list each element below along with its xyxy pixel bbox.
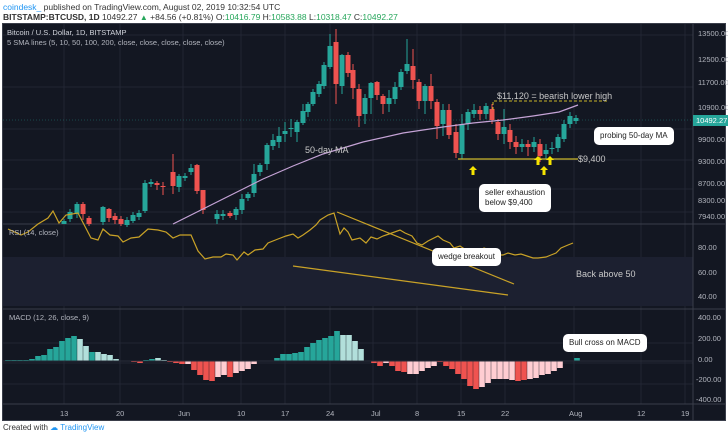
high-label: H: (262, 12, 272, 22)
bull-cross-callout: Bull cross on MACD (563, 334, 647, 352)
publish-text: published on TradingView.com, August 02,… (43, 2, 281, 12)
footer: Created with ☁ TradingView (3, 423, 104, 432)
created-with-text: Created with (3, 423, 48, 432)
wedge-lower-line (292, 265, 509, 296)
up-arrow-icon: ▲ (139, 13, 148, 22)
macd-tick: -200.00 (696, 375, 722, 384)
price-tick: 13500.00 (698, 29, 728, 38)
time-tick: 15 (457, 409, 466, 418)
macd-tick: 0.00 (698, 355, 713, 364)
time-tick: 22 (501, 409, 510, 418)
price-tick: 12500.00 (698, 55, 728, 64)
lower-high-line (492, 100, 608, 110)
open-value: 10416.79 (224, 12, 261, 22)
ma-label: 50-day MA (305, 145, 349, 155)
time-tick: Jul (371, 409, 381, 418)
rsi-tick: 80.00 (698, 243, 717, 252)
time-tick: Aug (569, 409, 583, 418)
rsi-tick: 40.00 (698, 292, 717, 301)
price-tick: 7940.00 (698, 212, 726, 221)
rsi-pane-title[interactable]: RSI (14, close) (9, 228, 59, 237)
time-tick: 17 (281, 409, 290, 418)
rsi-band (3, 257, 693, 306)
arrow-icons (469, 156, 554, 175)
price-tick: 8300.00 (698, 196, 726, 205)
symbol: BITSTAMP:BTCUSD, 1D (3, 12, 100, 22)
time-tick: 20 (116, 409, 125, 418)
time-tick: 13 (60, 409, 69, 418)
close-label: C: (353, 12, 363, 22)
seller-exhaustion-callout: seller exhaustion below $9,400 (479, 184, 552, 212)
price-tick: 11700.00 (698, 78, 728, 87)
time-tick: 12 (637, 409, 646, 418)
wedge-upper-line (336, 211, 515, 285)
macd-tick: 200.00 (698, 334, 721, 343)
macd-tick: -400.00 (696, 395, 722, 404)
price-tick: 10900.00 (698, 103, 728, 112)
price-tick: 8700.00 (698, 179, 726, 188)
last-price: 10492.27 (102, 12, 138, 22)
close-value: 10492.27 (362, 12, 398, 22)
support-label: $9,400 (578, 154, 606, 164)
price-tick: 9900.00 (698, 135, 726, 144)
price-change: +84.56 (+0.81%) (150, 12, 214, 22)
main-pane-title: Bitcoin / U.S. Dollar, 1D, BITSTAMP (7, 28, 127, 37)
callout-line-1: seller exhaustion (485, 188, 546, 197)
author-link[interactable]: coindesk_ (3, 2, 42, 12)
high-value: 10583.88 (271, 12, 307, 22)
time-tick: 24 (326, 409, 335, 418)
tradingview-logo-icon[interactable]: ☁ (50, 423, 59, 432)
macd-tick: 400.00 (698, 313, 721, 322)
chart-canvas[interactable] (3, 24, 725, 420)
ma50-line (172, 104, 579, 225)
macd-histogram (5, 331, 580, 389)
back-above-label: Back above 50 (576, 269, 636, 279)
lower-high-annotation: $11,120 = bearish lower high (497, 91, 613, 101)
current-price-tag: 10492.27 (693, 115, 728, 126)
low-value: 10318.47 (316, 12, 352, 22)
low-label: L: (309, 12, 317, 22)
time-tick: 10 (237, 409, 246, 418)
symbol-info: BITSTAMP:BTCUSD, 1D 10492.27 ▲ +84.56 (+… (3, 12, 398, 22)
open-label: O: (215, 12, 225, 22)
time-tick: 8 (415, 409, 420, 418)
publish-info: coindesk_ published on TradingView.com, … (3, 2, 280, 12)
callout-line-2: below $9,400 (485, 198, 533, 207)
price-tick: 9300.00 (698, 157, 726, 166)
time-tick: Jun (178, 409, 191, 418)
time-tick: 19 (681, 409, 690, 418)
candlestick-series (61, 29, 579, 227)
rsi-tick: 60.00 (698, 268, 717, 277)
tradingview-link[interactable]: TradingView (60, 423, 105, 432)
sma-indicator-label[interactable]: 5 SMA lines (5, 10, 50, 100, 200, close,… (7, 38, 225, 47)
wedge-callout: wedge breakout (432, 248, 501, 266)
chart-area[interactable]: Bitcoin / U.S. Dollar, 1D, BITSTAMP 5 SM… (2, 23, 728, 421)
macd-pane-title[interactable]: MACD (12, 26, close, 9) (9, 313, 90, 322)
probing-callout: probing 50-day MA (594, 127, 674, 145)
